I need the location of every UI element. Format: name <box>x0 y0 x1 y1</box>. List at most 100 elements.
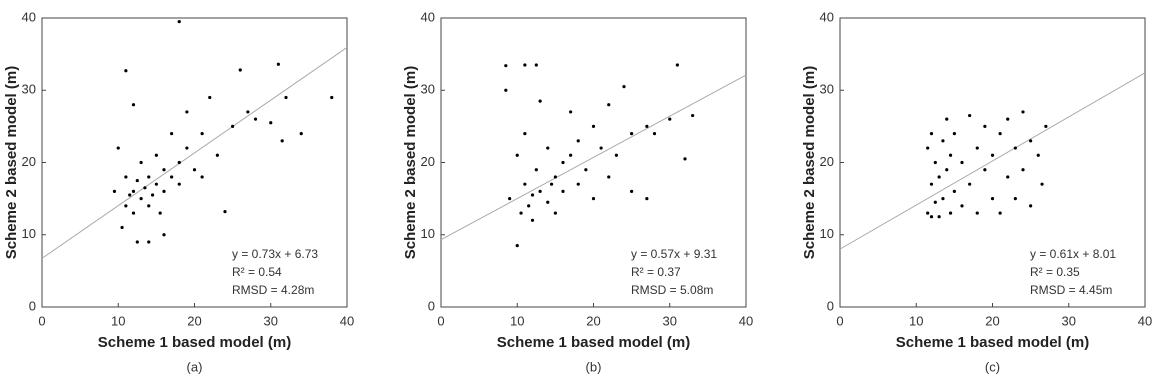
point <box>1036 153 1040 157</box>
x-tick-label: 10 <box>909 313 923 328</box>
point <box>614 153 618 157</box>
x-axis-label: Scheme 1 based model (m) <box>896 334 1089 351</box>
x-axis-label: Scheme 1 based model (m) <box>497 334 690 351</box>
annotation: RMSD = 4.45m <box>1030 283 1112 297</box>
caption: (b) <box>586 359 602 374</box>
caption: (a) <box>187 359 203 374</box>
point <box>998 211 1002 215</box>
point <box>139 160 143 165</box>
point <box>948 153 953 157</box>
point <box>1044 124 1048 128</box>
y-tick-label: 30 <box>421 82 435 97</box>
point <box>952 132 956 136</box>
point <box>120 225 124 230</box>
point <box>645 197 649 201</box>
x-tick-label: 0 <box>437 313 444 328</box>
point <box>960 204 964 208</box>
point <box>150 193 155 197</box>
point <box>599 146 603 150</box>
point <box>253 117 258 121</box>
plot-area <box>41 17 348 308</box>
point <box>691 113 695 118</box>
y-tick-label: 10 <box>820 226 834 241</box>
point <box>975 146 979 150</box>
point <box>135 178 139 183</box>
point <box>968 113 972 118</box>
point <box>546 146 550 150</box>
point <box>591 197 596 201</box>
point <box>238 68 242 72</box>
point <box>231 124 235 128</box>
x-tick-label: 0 <box>836 313 843 328</box>
point <box>645 124 649 128</box>
point <box>553 211 557 215</box>
point <box>162 189 166 193</box>
y-tick-label: 0 <box>428 298 435 313</box>
point <box>990 153 995 157</box>
x-tick-label: 0 <box>38 313 45 328</box>
point <box>553 175 557 179</box>
point <box>960 160 964 165</box>
point <box>584 168 588 172</box>
point <box>523 63 527 67</box>
annotation: y = 0.73x + 6.73 <box>232 247 318 261</box>
y-axis-label: Scheme 2 based model (m) <box>3 66 20 259</box>
point <box>523 182 527 186</box>
point <box>945 117 949 121</box>
point <box>162 168 166 172</box>
point <box>968 182 972 186</box>
annotation: RMSD = 4.28m <box>232 283 314 297</box>
annotation: RMSD = 5.08m <box>631 283 713 297</box>
y-tick-label: 10 <box>22 226 36 241</box>
point <box>147 204 151 208</box>
point <box>534 168 538 172</box>
point <box>124 175 128 179</box>
y-tick-label: 30 <box>22 82 36 97</box>
point <box>200 175 204 179</box>
point <box>622 85 626 89</box>
plot-area <box>440 17 747 308</box>
fit-line <box>41 46 348 259</box>
caption: (c) <box>985 359 1000 374</box>
point <box>143 186 147 190</box>
point <box>937 175 941 179</box>
point <box>937 215 941 219</box>
point <box>1029 139 1033 143</box>
x-tick-label: 20 <box>985 313 999 328</box>
point <box>519 211 523 215</box>
x-tick-label: 40 <box>340 313 354 328</box>
point <box>154 153 158 157</box>
point <box>534 63 538 67</box>
point <box>131 189 136 193</box>
point <box>185 110 189 114</box>
point <box>1029 204 1033 208</box>
point <box>683 157 687 161</box>
point <box>215 153 219 157</box>
point <box>504 64 508 68</box>
y-tick-label: 10 <box>421 226 435 241</box>
point <box>515 153 519 157</box>
x-tick-label: 30 <box>663 313 677 328</box>
point <box>1013 197 1017 201</box>
point <box>530 218 535 222</box>
y-axis-label: Scheme 2 based model (m) <box>801 66 818 259</box>
y-tick-label: 20 <box>22 154 36 169</box>
point <box>124 204 128 208</box>
point <box>941 139 945 143</box>
annotation: y = 0.61x + 8.01 <box>1030 247 1116 261</box>
point <box>1021 110 1025 114</box>
annotation: R² = 0.37 <box>631 265 681 279</box>
x-axis-label: Scheme 1 based model (m) <box>98 334 291 351</box>
point <box>527 204 531 208</box>
point <box>945 168 949 172</box>
y-tick-label: 0 <box>29 298 36 313</box>
annotation: R² = 0.54 <box>232 265 282 279</box>
x-tick-label: 40 <box>739 313 753 328</box>
point <box>538 99 542 103</box>
point <box>546 200 550 204</box>
point <box>607 103 611 107</box>
x-tick-label: 30 <box>1062 313 1076 328</box>
point <box>607 175 611 179</box>
point <box>569 110 573 114</box>
